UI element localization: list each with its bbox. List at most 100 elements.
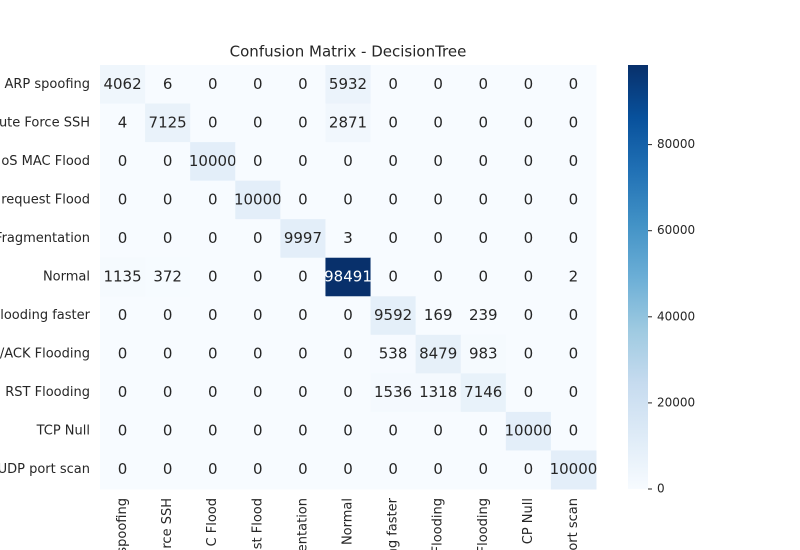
cell-label: 0 (433, 422, 443, 440)
cell-label: 0 (118, 422, 128, 440)
cell (505, 219, 552, 259)
cell (370, 142, 417, 182)
cell (325, 450, 372, 490)
cell-label: 0 (343, 383, 353, 401)
cell (415, 334, 462, 374)
cell (505, 373, 552, 413)
cell (280, 257, 326, 297)
cell-label: 0 (433, 75, 443, 93)
cell-label: 0 (478, 460, 488, 478)
cell-label: 0 (253, 306, 263, 324)
cell-label: 2871 (329, 113, 367, 131)
cell (280, 65, 326, 105)
cell-label: 0 (524, 152, 534, 170)
cell-label: 0 (118, 152, 128, 170)
cell (190, 411, 236, 451)
cell-label: 0 (118, 345, 128, 363)
cell (190, 142, 236, 182)
cell (460, 411, 507, 451)
cell-label: 0 (524, 229, 534, 247)
chart-title: Confusion Matrix - DecisionTree (230, 43, 467, 61)
cell (190, 219, 236, 259)
cell (325, 411, 372, 451)
cell-label: 0 (388, 229, 398, 247)
cell-label: 1135 (103, 268, 141, 286)
cell (460, 65, 507, 105)
cell (460, 334, 507, 374)
cell-label: 0 (433, 460, 443, 478)
cell-label: 0 (388, 422, 398, 440)
colorbar-tick-label: 20000 (657, 395, 695, 409)
cell-label: 4062 (103, 75, 141, 93)
cell-label: 0 (118, 229, 128, 247)
cell-label: 0 (208, 460, 218, 478)
cell-label: 0 (478, 422, 488, 440)
cell (280, 180, 326, 220)
cell-label: 0 (569, 229, 579, 247)
cell (280, 373, 326, 413)
cell-label: 0 (433, 190, 443, 208)
x-tick-label: ort scan (566, 498, 581, 550)
x-tick-label: entation (295, 498, 310, 550)
cell (370, 450, 417, 490)
cell (235, 142, 281, 182)
cell-label: 0 (524, 383, 534, 401)
cell-label: 0 (478, 268, 488, 286)
cell-label: 0 (478, 152, 488, 170)
x-tick-label: C Flood (205, 498, 220, 546)
x-tick-label: st Flood (250, 498, 265, 549)
cell (550, 65, 597, 105)
cell (370, 373, 417, 413)
y-tick-label: l RST Flooding (0, 385, 90, 400)
cell (280, 142, 326, 182)
cell-label: 0 (569, 152, 579, 170)
y-tick-label: ute Force SSH (0, 115, 90, 130)
cell-label: 0 (388, 268, 398, 286)
y-tick-label: Fragmentation (0, 231, 90, 246)
cell (460, 180, 507, 220)
cell (460, 296, 507, 336)
cell (325, 257, 372, 297)
cell (190, 334, 236, 374)
cell (235, 103, 281, 143)
cell-label: 0 (298, 422, 308, 440)
cell (415, 142, 462, 182)
cell-label: 0 (298, 113, 308, 131)
cell (325, 296, 372, 336)
cell (325, 334, 372, 374)
cell (145, 296, 191, 336)
cell (100, 257, 146, 297)
cell-label: 0 (569, 345, 579, 363)
cell-label: 0 (433, 113, 443, 131)
cell (415, 103, 462, 143)
cell (235, 257, 281, 297)
cell-label: 0 (569, 190, 579, 208)
cell (235, 334, 281, 374)
cell-label: 0 (298, 383, 308, 401)
cell-label: 0 (524, 345, 534, 363)
cell-label: 0 (118, 383, 128, 401)
cell (415, 180, 462, 220)
cell-label: 0 (569, 383, 579, 401)
cell-label: 0 (343, 460, 353, 478)
cell-label: 0 (569, 75, 579, 93)
cell (370, 219, 417, 259)
colorbar-tick-label: 80000 (657, 137, 695, 151)
cell (325, 373, 372, 413)
cell (460, 373, 507, 413)
cell (415, 450, 462, 490)
cell-label: 10000 (234, 190, 282, 208)
cell-label: 0 (253, 152, 263, 170)
cell-label: 0 (208, 345, 218, 363)
cell-label: 0 (524, 113, 534, 131)
y-tick-label: Flooding faster (0, 308, 91, 323)
cell-label: 0 (208, 383, 218, 401)
cell (370, 334, 417, 374)
cell (280, 219, 326, 259)
cell (370, 180, 417, 220)
cell (325, 219, 372, 259)
cell (415, 65, 462, 105)
cell (370, 257, 417, 297)
cell (235, 180, 281, 220)
cell-label: 0 (569, 422, 579, 440)
